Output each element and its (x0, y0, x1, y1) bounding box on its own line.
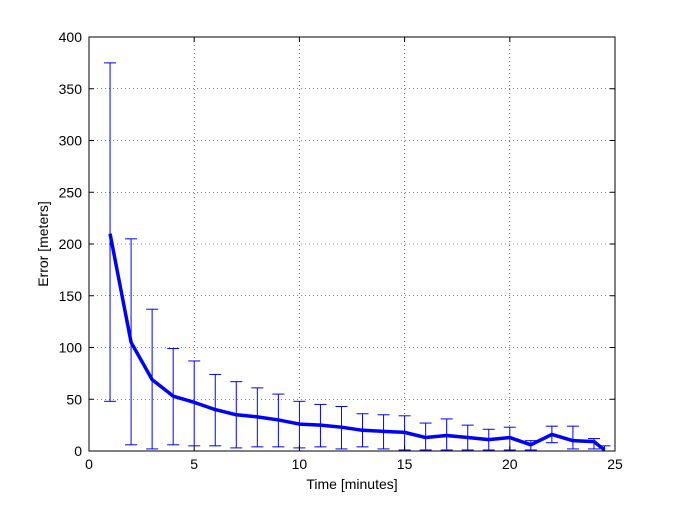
x-tick-label: 20 (502, 456, 518, 472)
mean-error-line (108, 233, 606, 452)
data-line-layer (108, 233, 606, 452)
axes-box (88, 36, 616, 452)
y-tick-label: 200 (59, 236, 83, 252)
y-tick-label: 0 (74, 443, 82, 459)
y-tick-label: 300 (59, 133, 83, 149)
plot-frame (88, 36, 616, 452)
y-tick-label: 250 (59, 184, 83, 200)
y-tick-label: 400 (59, 29, 83, 45)
x-tick-label: 0 (85, 456, 93, 472)
y-tick-label: 50 (66, 391, 82, 407)
y-axis-label: Error [meters] (35, 201, 51, 287)
x-tick-label: 15 (397, 456, 413, 472)
y-tick-label: 350 (59, 81, 83, 97)
y-tick-label: 150 (59, 288, 83, 304)
x-axis-label: Time [minutes] (306, 476, 397, 492)
x-tick-label: 5 (190, 456, 198, 472)
y-tick-label: 100 (59, 340, 83, 356)
error-bars (104, 62, 611, 452)
x-tick-label: 10 (292, 456, 308, 472)
grid-lines (89, 37, 615, 451)
x-tick-label: 25 (607, 456, 623, 472)
